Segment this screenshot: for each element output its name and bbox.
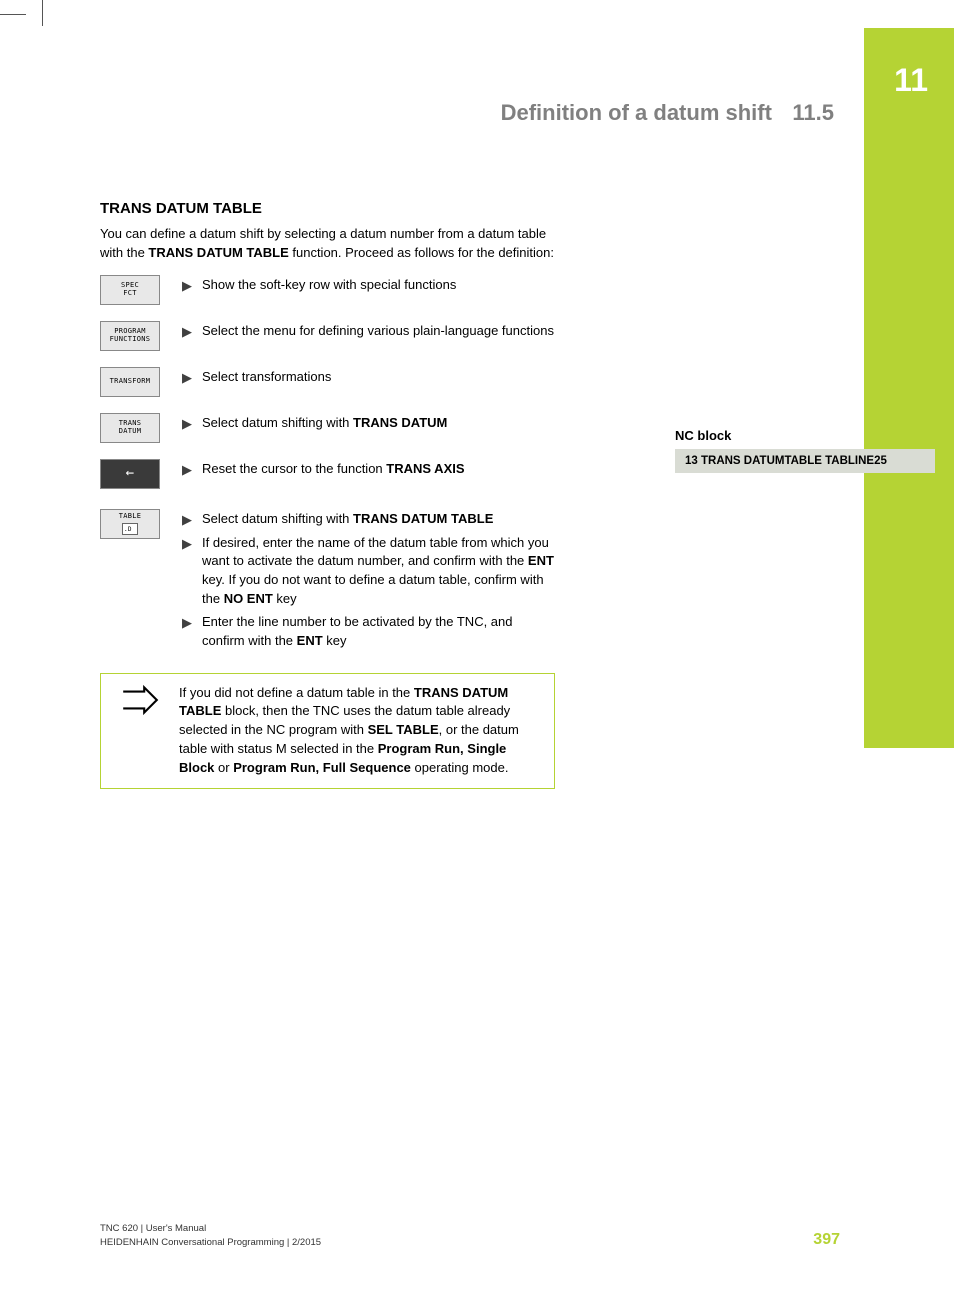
page-footer: TNC 620 | User's Manual HEIDENHAIN Conve…: [100, 1222, 840, 1249]
step-text: If desired, enter the name of the datum …: [202, 534, 555, 609]
bullet-icon: ▶: [182, 323, 192, 342]
step-text: Enter the line number to be activated by…: [202, 613, 555, 651]
page-header: Definition of a datum shift 11.5: [501, 100, 834, 126]
nc-block-heading: NC block: [675, 428, 935, 443]
bullet-icon: ▶: [182, 415, 192, 434]
bullet-icon: ▶: [182, 369, 192, 388]
softkey-transform: TRANSFORM: [100, 367, 160, 397]
section-heading: TRANS DATUM TABLE: [100, 200, 840, 217]
bullet-icon: ▶: [182, 511, 192, 530]
softkey-table: TABLE .D: [100, 509, 160, 539]
header-title-text: Definition of a datum shift: [501, 100, 772, 125]
bullet-icon: ▶: [182, 461, 192, 480]
bullet-icon: ▶: [182, 614, 192, 633]
softkey-spec-fct: SPEC FCT: [100, 275, 160, 305]
step-text: Select the menu for defining various pla…: [202, 322, 555, 341]
chapter-tab: [864, 28, 954, 748]
softkey-program-functions: PROGRAM FUNCTIONS: [100, 321, 160, 351]
step-row: TRANS DATUM ▶ Select datum shifting with …: [100, 411, 555, 451]
step-row: TRANSFORM ▶ Select transformations: [100, 365, 555, 405]
header-section-number: 11.5: [792, 100, 834, 125]
steps-list: SPEC FCT ▶ Show the soft-key row with spe…: [100, 273, 555, 655]
step-row: SPEC FCT ▶ Show the soft-key row with spe…: [100, 273, 555, 313]
note-text: If you did not define a datum table in t…: [179, 674, 554, 788]
page-number: 397: [813, 1231, 840, 1249]
bullet-icon: ▶: [182, 277, 192, 296]
step-text: Select transformations: [202, 368, 555, 387]
note-box: If you did not define a datum table in t…: [100, 673, 555, 789]
nc-block-code: 13 TRANS DATUMTABLE TABLINE25: [675, 449, 935, 473]
step-row: ← ▶ Reset the cursor to the function TRAN…: [100, 457, 555, 497]
softkey-trans-datum: TRANS DATUM: [100, 413, 160, 443]
step-text: Select datum shifting with TRANS DATUM: [202, 414, 555, 433]
intro-paragraph: You can define a datum shift by selectin…: [100, 225, 555, 263]
step-text: Select datum shifting with TRANS DATUM T…: [202, 510, 555, 529]
step-text: Show the soft-key row with special funct…: [202, 276, 555, 295]
chapter-number: 11: [894, 62, 928, 99]
nc-block-section: NC block 13 TRANS DATUMTABLE TABLINE25: [675, 428, 935, 473]
footer-text: TNC 620 | User's Manual HEIDENHAIN Conve…: [100, 1222, 321, 1249]
bullet-icon: ▶: [182, 535, 192, 554]
step-row: PROGRAM FUNCTIONS ▶ Select the menu for d…: [100, 319, 555, 359]
softkey-arrow-left: ←: [100, 459, 160, 489]
step-row: TABLE .D ▶ Select datum shifting with TRA…: [100, 507, 555, 655]
step-text: Reset the cursor to the function TRANS A…: [202, 460, 555, 479]
note-arrow-icon: [101, 674, 179, 716]
main-content: TRANS DATUM TABLE You can define a datum…: [100, 200, 840, 789]
table-d-icon: .D: [122, 523, 138, 535]
